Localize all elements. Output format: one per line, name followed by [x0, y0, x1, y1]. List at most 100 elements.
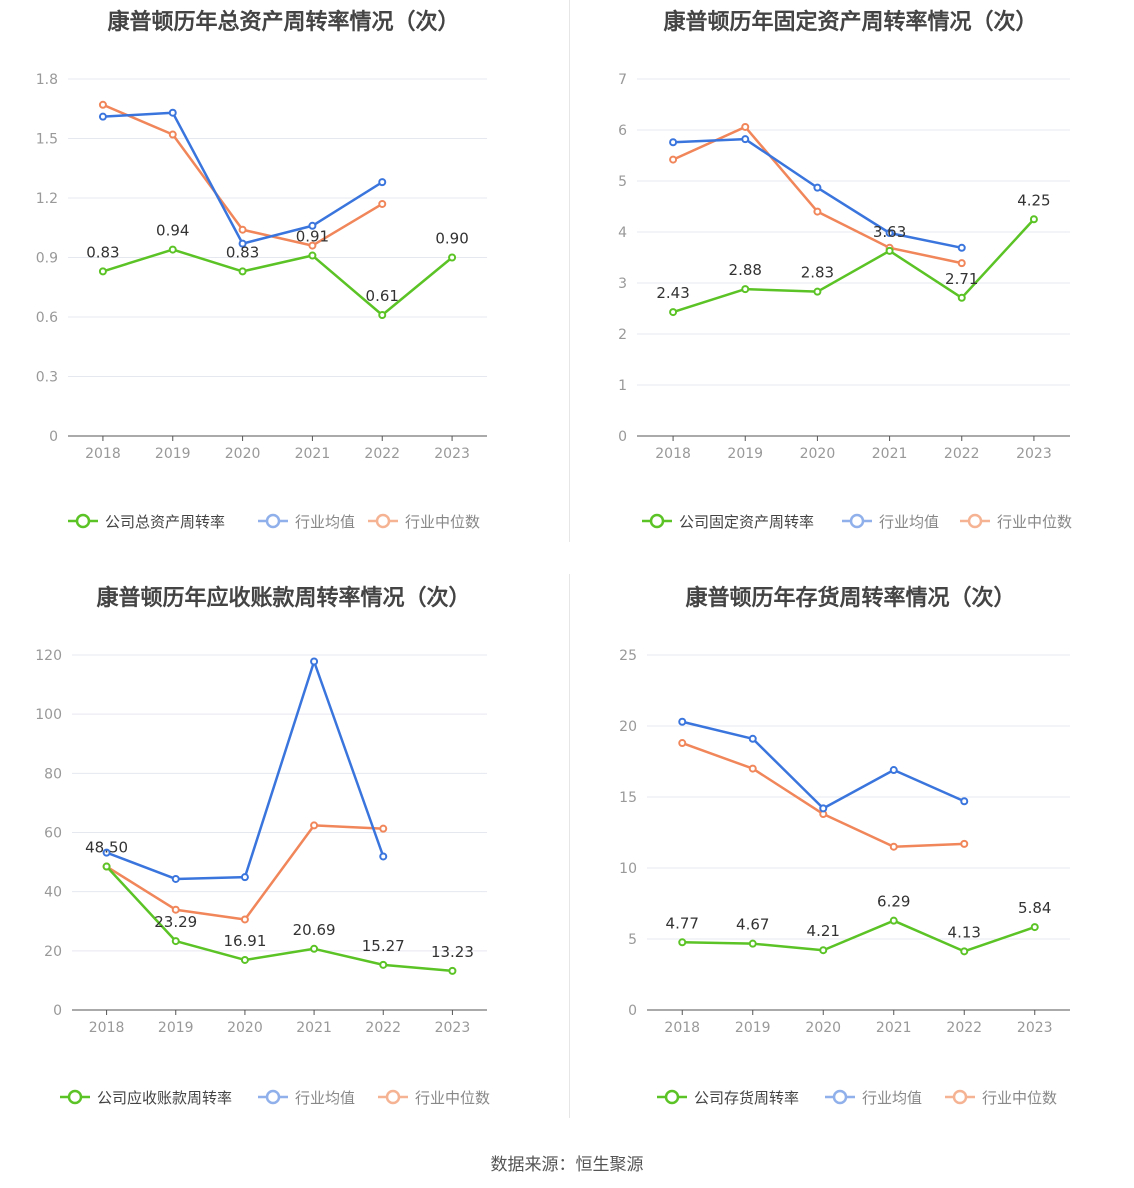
legend-item-median[interactable]: 行业中位数: [378, 1089, 490, 1107]
x-tick-label: 2022: [364, 446, 400, 462]
legend-item-company[interactable]: 公司存货周转率: [657, 1089, 799, 1107]
x-tick-label: 2018: [655, 446, 691, 462]
legend-label: 行业均值: [879, 513, 939, 531]
y-tick-label: 1.2: [36, 191, 58, 207]
data-point-average: [310, 657, 319, 666]
data-point-median: [813, 207, 822, 216]
data-point-median: [960, 839, 969, 848]
data-point-average: [669, 138, 678, 147]
legend-label: 行业均值: [295, 513, 355, 531]
x-tick-label: 2021: [876, 1020, 912, 1036]
chart-svg: 0 5 10 15 20 25 2018 2019 2020 2021 2022 2023 4.77 4.…: [619, 648, 1070, 1107]
data-point-average: [168, 108, 177, 117]
x-tick-label: 2018: [664, 1020, 700, 1036]
data-point-company: [98, 267, 107, 276]
y-tick-label: 3: [618, 276, 627, 292]
x-tick-label: 2019: [727, 446, 763, 462]
data-point-average: [819, 804, 828, 813]
data-point-average: [960, 797, 969, 806]
legend-marker-icon: [849, 513, 865, 529]
data-label: 0.90: [435, 230, 468, 248]
legend-item-average[interactable]: 行业均值: [258, 513, 355, 531]
series-line-median: [102, 103, 383, 247]
series-line-company: [105, 865, 453, 973]
data-point-median: [168, 130, 177, 139]
legend-marker-icon: [832, 1089, 848, 1105]
data-label: 4.25: [1017, 191, 1050, 209]
y-tick-label: 20: [44, 944, 62, 960]
legend-marker-icon: [265, 1089, 281, 1105]
series-line-company: [682, 919, 1036, 953]
legend-marker-icon: [265, 513, 281, 529]
data-point-company: [1030, 923, 1039, 932]
data-label: 48.50: [85, 839, 128, 857]
data-label: 16.91: [223, 932, 266, 950]
legend-item-median[interactable]: 行业中位数: [960, 513, 1072, 531]
legend-item-average[interactable]: 行业均值: [842, 513, 939, 531]
x-tick-label: 2021: [872, 446, 908, 462]
x-tick-label: 2023: [435, 1020, 471, 1036]
data-point-company: [889, 916, 898, 925]
data-point-average: [741, 135, 750, 144]
data-label: 0.91: [296, 228, 329, 246]
legend-label: 行业中位数: [997, 513, 1072, 531]
legend-label: 行业均值: [862, 1089, 922, 1107]
data-point-average: [240, 873, 249, 882]
y-tick-label: 15: [619, 790, 637, 806]
legend-marker-icon: [375, 513, 391, 529]
data-label: 2.43: [656, 284, 689, 302]
legend-item-average[interactable]: 行业均值: [258, 1089, 355, 1107]
data-point-company: [957, 293, 966, 302]
y-tick-label: 120: [35, 648, 62, 664]
legend-item-average[interactable]: 行业均值: [825, 1089, 922, 1107]
y-tick-label: 7: [618, 72, 627, 88]
data-point-median: [669, 155, 678, 164]
data-label: 4.77: [666, 914, 699, 932]
legend-item-company[interactable]: 公司应收账款周转率: [60, 1089, 232, 1107]
data-point-average: [678, 717, 687, 726]
legend-item-median[interactable]: 行业中位数: [945, 1089, 1057, 1107]
data-point-company: [308, 251, 317, 260]
x-tick-label: 2020: [227, 1020, 263, 1036]
x-tick-label: 2019: [735, 1020, 771, 1036]
x-tick-label: 2022: [365, 1020, 401, 1036]
x-tick-label: 2022: [944, 446, 980, 462]
y-tick-label: 1.8: [36, 72, 58, 88]
data-label: 0.83: [86, 243, 119, 261]
divider-bottom: [569, 574, 570, 1118]
legend-label: 公司总资产周转率: [105, 513, 225, 531]
data-point-median: [308, 241, 317, 250]
legend-label: 行业中位数: [982, 1089, 1057, 1107]
legend-marker-icon: [952, 1089, 968, 1105]
legend-item-median[interactable]: 行业中位数: [368, 513, 480, 531]
y-tick-label: 100: [35, 707, 62, 723]
legend-marker-icon: [75, 513, 91, 529]
data-point-average: [171, 874, 180, 883]
legend-item-company[interactable]: 公司总资产周转率: [68, 513, 225, 531]
data-label: 15.27: [362, 937, 405, 955]
y-tick-label: 10: [619, 861, 637, 877]
data-point-company: [819, 946, 828, 955]
data-point-company: [748, 939, 757, 948]
series-line-average: [106, 660, 385, 881]
data-point-median: [240, 915, 249, 924]
data-label: 2.88: [729, 261, 762, 279]
x-tick-label: 2018: [89, 1020, 125, 1036]
data-point-company: [448, 253, 457, 262]
data-label: 3.63: [873, 223, 906, 241]
chart-title: 康普顿历年应收账款周转率情况（次）: [96, 586, 471, 611]
data-label: 0.94: [156, 222, 189, 240]
chart-fixed-asset-turnover: 康普顿历年固定资产周转率情况（次） 0 1 2 3 4 5 6 7 2018 2019 2020 20…: [567, 0, 1134, 576]
chart-receivable-turnover: 康普顿历年应收账款周转率情况（次） 0 20 40 60 80 100 120 2018 201…: [0, 576, 567, 1152]
data-point-company: [378, 311, 387, 320]
y-tick-label: 1: [618, 378, 627, 394]
series-line-median: [672, 125, 963, 265]
legend-marker-icon: [649, 513, 665, 529]
chart-svg: 0 1 2 3 4 5 6 7 2018 2019 2020 2021 2022 2023 2.43 2.88…: [618, 72, 1072, 531]
data-point-company: [885, 246, 894, 255]
x-tick-label: 2023: [434, 446, 470, 462]
data-point-average: [98, 112, 107, 121]
data-point-average: [957, 243, 966, 252]
data-point-median: [98, 100, 107, 109]
legend-item-company[interactable]: 公司固定资产周转率: [642, 513, 814, 531]
